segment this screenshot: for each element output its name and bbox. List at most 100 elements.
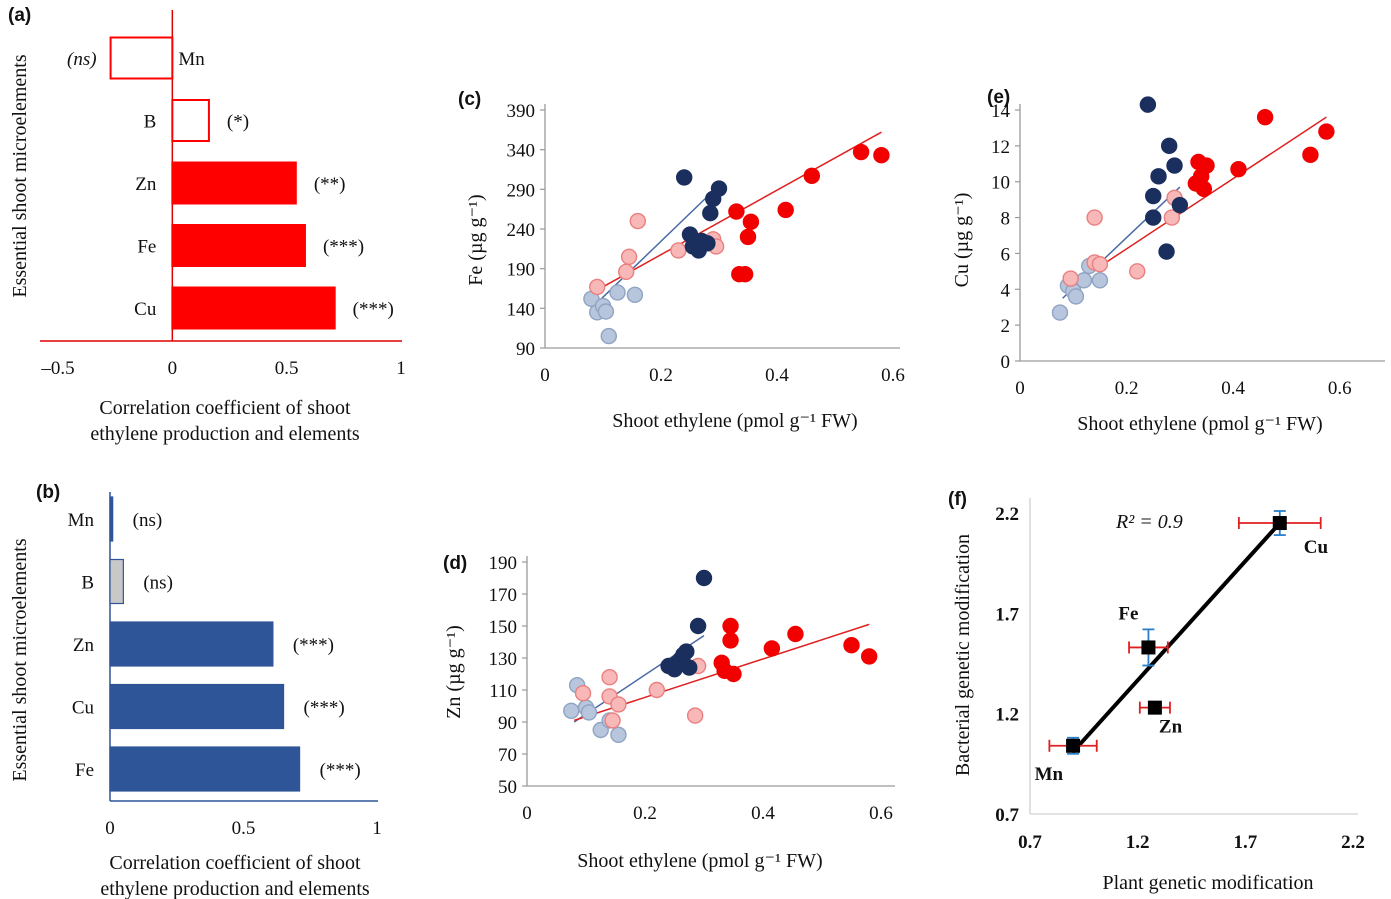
data-point-dark-blue	[689, 617, 707, 635]
x-axis-title: Correlation coefficient of shoot	[109, 852, 361, 874]
x-tick-label: 1.7	[1233, 832, 1257, 853]
data-point-dark-blue	[1158, 243, 1175, 260]
y-tick-label: 290	[507, 180, 536, 201]
panel-f: (f) 0.7 1.2 1.7 2.2 0.7 1.2 1.7 2.2 Mn Fe Zn Cu R² = …	[948, 489, 1365, 894]
panel-label: (e)	[987, 87, 1010, 108]
bar-fe	[109, 746, 301, 792]
data-point-red	[728, 203, 745, 220]
significance-label: (***)	[320, 760, 361, 781]
data-point-red	[777, 201, 794, 219]
y-tick-label: 14	[991, 101, 1011, 122]
data-point-light-blue	[600, 327, 617, 345]
r-squared-annotation: R² = 0.9	[1115, 511, 1183, 533]
data-point-light-blue	[1091, 272, 1109, 289]
bar-mn	[109, 36, 174, 80]
y-tick-label: 390	[507, 101, 536, 122]
data-point-light-red	[629, 212, 646, 230]
x-axis-title: ethylene production and elements	[90, 423, 360, 445]
x-axis-title: ethylene production and elements	[100, 878, 370, 899]
y-axis-title: Fe (µg g⁻¹)	[465, 194, 487, 285]
data-point-fe	[1141, 640, 1156, 655]
y-tick-label: 8	[1001, 209, 1011, 230]
category-label: Mn	[178, 49, 205, 70]
data-point-red	[1302, 146, 1319, 164]
y-tick-label: 1.7	[995, 604, 1019, 625]
data-point-red	[725, 665, 742, 683]
x-tick-label: 1	[396, 358, 406, 379]
data-point-dark-blue	[702, 204, 719, 222]
y-axis-title: Bacterial genetic modification	[952, 534, 974, 776]
data-point-light-red	[610, 696, 627, 713]
x-tick-label: 0	[105, 818, 115, 839]
x-tick-label: 0.6	[1328, 378, 1352, 399]
y-axis-title: Cu (µg g⁻¹)	[951, 193, 973, 288]
data-point-mn	[1066, 738, 1081, 753]
data-point-red	[843, 637, 860, 654]
data-point-light-red	[1091, 255, 1109, 273]
x-axis-title: Correlation coefficient of shoot	[99, 397, 351, 419]
y-tick-label: 50	[498, 777, 517, 798]
data-point-red	[1256, 108, 1274, 126]
panel-label: (a)	[8, 5, 31, 26]
x-axis-title: Shoot ethylene (pmol g⁻¹ FW)	[612, 410, 857, 432]
x-tick-label: 0.4	[751, 803, 775, 824]
bar-cu	[171, 286, 336, 330]
x-tick-label: 0.5	[275, 358, 299, 379]
data-point-red	[1195, 180, 1213, 198]
data-point-red	[722, 617, 739, 635]
bar-b	[171, 99, 210, 142]
data-point-red	[722, 632, 739, 649]
y-axis-title: Essential shoot microelements	[9, 54, 31, 297]
panel-a: (a) Mn (ns) B (*) Zn (**) Fe (***) Cu (***) –0.5 0 0.…	[8, 5, 406, 445]
panel-label: (c)	[458, 89, 481, 110]
data-point-light-red	[1086, 209, 1103, 226]
point-label: Zn	[1159, 717, 1183, 738]
bar-fe	[171, 224, 306, 267]
data-point-red	[742, 213, 760, 231]
data-point-red	[736, 266, 754, 283]
data-point-zn	[1147, 700, 1162, 715]
y-tick-label: 0	[1001, 352, 1011, 373]
x-tick-label: 0	[1015, 378, 1025, 399]
point-label: Mn	[1035, 764, 1064, 785]
data-point-red	[1198, 157, 1215, 174]
category-label: Fe	[75, 760, 94, 781]
y-axis-title: Zn (µg g⁻¹)	[443, 625, 465, 719]
bar-zn	[171, 161, 297, 205]
x-tick-label: 0.7	[1018, 832, 1042, 853]
data-point-light-blue	[597, 303, 615, 320]
data-point-red	[803, 167, 820, 185]
x-tick-label: 0.2	[649, 365, 673, 386]
x-axis-title: Shoot ethylene (pmol g⁻¹ FW)	[577, 850, 822, 872]
data-point-dark-blue	[1171, 196, 1189, 214]
y-tick-label: 6	[1001, 244, 1011, 265]
y-tick-label: 90	[498, 713, 517, 734]
significance-label: (***)	[304, 698, 345, 719]
data-point-light-blue	[580, 704, 598, 721]
data-point-light-red	[1062, 270, 1079, 287]
category-label: Mn	[68, 510, 95, 531]
x-tick-label: 0.5	[232, 818, 256, 839]
data-point-light-red	[1163, 209, 1181, 226]
data-point-light-red	[620, 248, 638, 265]
data-point-red	[852, 143, 870, 161]
panel-label: (d)	[443, 553, 467, 574]
data-point-light-red	[601, 669, 618, 686]
significance-label: (***)	[293, 635, 334, 656]
data-point-dark-blue	[1150, 168, 1167, 185]
y-tick-label: 140	[507, 299, 536, 320]
data-point-light-red	[589, 278, 606, 296]
x-tick-label: 0.2	[633, 803, 657, 824]
data-point-cu	[1272, 516, 1287, 531]
data-point-red	[1318, 123, 1335, 140]
data-point-dark-blue	[681, 659, 698, 676]
category-label: B	[81, 573, 94, 594]
x-tick-label: –0.5	[40, 358, 74, 379]
significance-label: (*)	[227, 112, 249, 133]
x-tick-label: 1.2	[1126, 832, 1150, 853]
x-tick-label: 0	[522, 803, 532, 824]
data-point-light-red	[604, 712, 621, 729]
panel-label: (f)	[948, 489, 967, 510]
data-point-light-blue	[1067, 288, 1085, 305]
